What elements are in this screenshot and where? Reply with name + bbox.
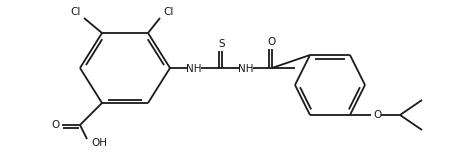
Text: NH: NH <box>238 64 254 74</box>
Text: O: O <box>268 37 276 47</box>
Text: S: S <box>219 39 225 49</box>
Text: Cl: Cl <box>71 7 81 17</box>
Text: OH: OH <box>91 138 107 148</box>
Text: O: O <box>52 120 60 130</box>
Text: Cl: Cl <box>164 7 174 17</box>
Text: O: O <box>373 110 381 120</box>
Text: NH: NH <box>186 64 202 74</box>
